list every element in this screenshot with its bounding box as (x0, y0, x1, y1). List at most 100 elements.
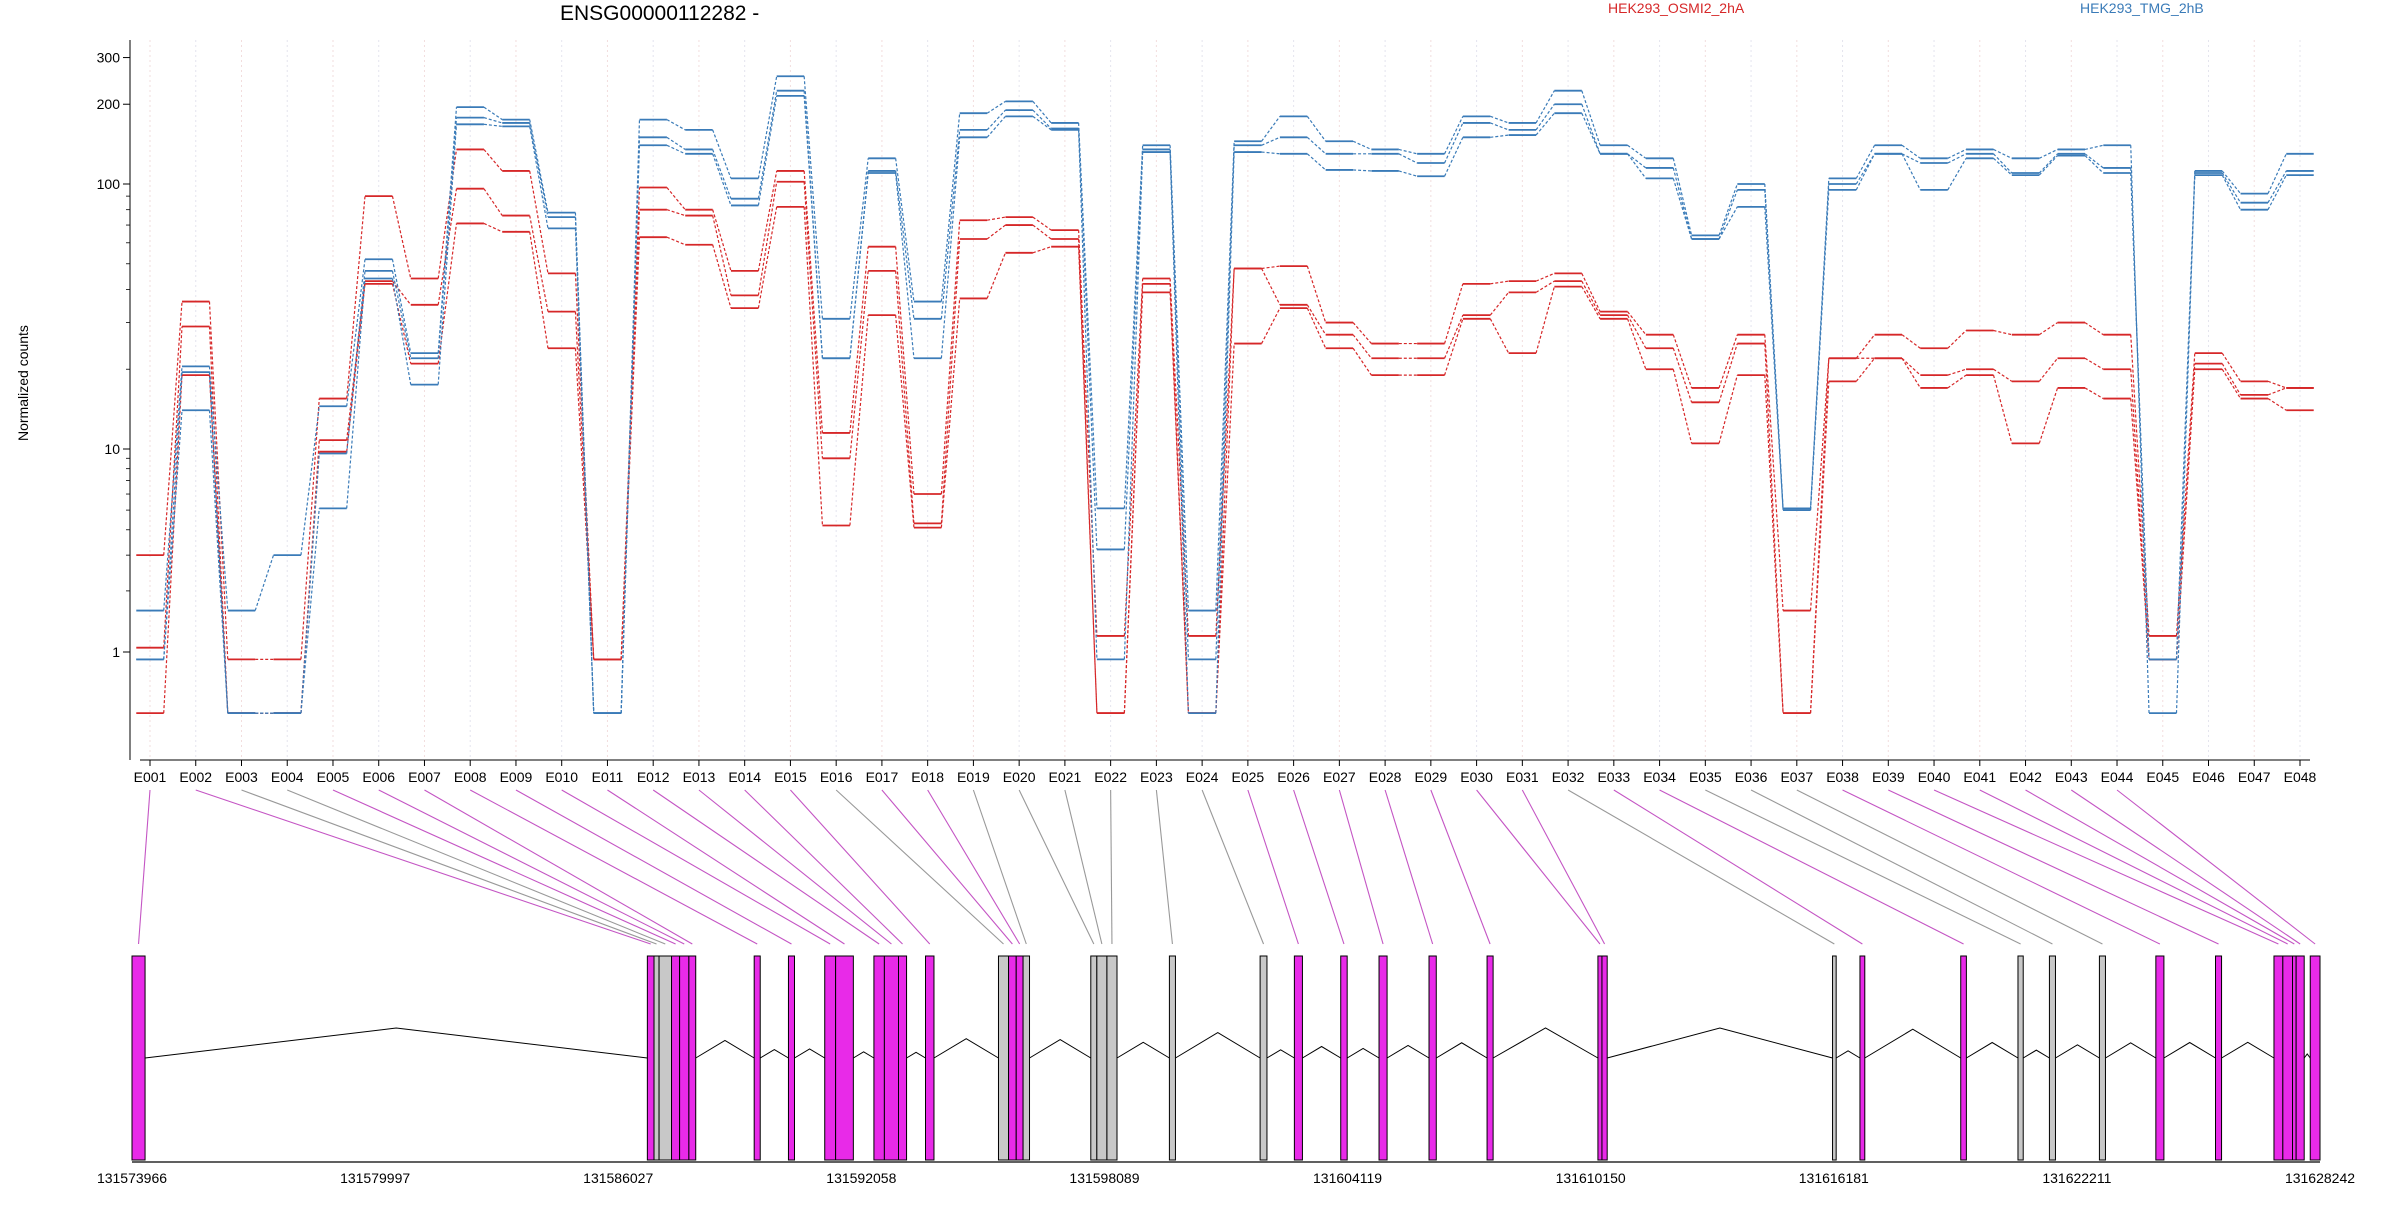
exon-box-E009 (787, 955, 795, 1161)
exon-label-E033: E033 (1597, 769, 1630, 785)
series-5-link-E042 (2038, 155, 2058, 176)
series-3-link-E012 (666, 119, 686, 131)
series-3-link-E023 (1169, 145, 1190, 611)
series-0-link-E039 (1901, 334, 1921, 349)
series-2-link-E021 (1078, 246, 1098, 714)
series-0-link-E001 (163, 301, 183, 556)
exon-box-E001 (131, 955, 146, 1161)
series-3-link-E040 (1947, 148, 1967, 159)
intron-15 (933, 1038, 999, 1059)
connector-E037 (1796, 789, 2103, 945)
series-3-link-E041 (1993, 148, 2013, 159)
exon-box-E038 (2155, 955, 2165, 1161)
series-3-link-E043 (2084, 144, 2104, 151)
series-3-link-E003 (254, 554, 275, 611)
series-3-link-E020 (1032, 100, 1052, 124)
series-4-HEK293_TMG_2hB (136, 89, 2314, 715)
exon-label-E041: E041 (1963, 769, 1996, 785)
series-5-link-E045 (2175, 175, 2196, 660)
series-3-link-E042 (2038, 148, 2058, 159)
series-1-link-E036 (1764, 343, 1784, 714)
series-4-link-E033 (1627, 153, 1647, 169)
series-1-link-E040 (1947, 368, 1967, 376)
series-4-link-E016 (849, 170, 869, 359)
series-2-link-E030 (1489, 318, 1510, 354)
y-tick-label-100: 100 (97, 176, 121, 192)
series-5-link-E025 (1261, 151, 1280, 155)
series-2-link-E036 (1764, 375, 1784, 714)
exon-box-E028 (1428, 955, 1437, 1161)
exon-box-E040 (2273, 955, 2284, 1161)
coordinate-label-131604119: 131604119 (1313, 1170, 1382, 1186)
series-0-link-E012 (666, 187, 686, 211)
series-3-link-E016 (849, 158, 869, 319)
exon-label-E031: E031 (1506, 769, 1539, 785)
series-2-link-E037 (1809, 381, 1830, 714)
exon-box-E004 (658, 955, 673, 1161)
exon-box-E029 (1486, 955, 1494, 1161)
exon-box-E025 (1293, 955, 1303, 1161)
coordinate-label-131598089: 131598089 (1069, 1170, 1139, 1186)
series-5-link-E018 (940, 137, 961, 359)
exon-label-E006: E006 (362, 769, 395, 785)
legend-entry-tmg: HEK293_TMG_2hB (2080, 0, 2204, 16)
connector-E034 (1659, 789, 1964, 945)
series-5-link-E036 (1764, 206, 1784, 511)
series-4-link-E043 (2084, 153, 2104, 169)
exon-label-E035: E035 (1689, 769, 1722, 785)
series-4-link-E017 (895, 170, 915, 319)
exon-box-E011 (835, 955, 854, 1161)
series-5-link-E047 (2267, 174, 2287, 210)
exon-label-E021: E021 (1049, 769, 1082, 785)
series-1-link-E025 (1261, 268, 1281, 306)
exon-label-E003: E003 (225, 769, 258, 785)
series-2-link-E047 (2267, 398, 2287, 411)
series-2-link-E015 (803, 206, 824, 526)
series-2-link-E041 (1992, 374, 2013, 444)
connector-E014 (744, 789, 903, 945)
series-3-link-E014 (757, 76, 778, 179)
series-2-link-E017 (895, 315, 915, 528)
series-0-link-E020 (1032, 216, 1052, 231)
series-5-link-E006 (391, 278, 412, 385)
exon-box-E031 (1601, 955, 1608, 1161)
series-3-link-E019 (986, 100, 1006, 114)
series-5-link-E016 (849, 172, 869, 359)
intron-31 (1607, 1027, 1833, 1059)
series-2-link-E026 (1306, 307, 1327, 349)
intron-24 (1266, 1049, 1295, 1059)
intron-27 (1386, 1044, 1430, 1059)
series-4-link-E026 (1306, 136, 1327, 155)
exon-label-E002: E002 (179, 769, 212, 785)
y-axis: 1 10 100 200 300 (97, 40, 131, 760)
series-0-link-E004 (300, 398, 320, 660)
series-5-link-E028 (1398, 170, 1418, 177)
intron-9 (794, 1048, 825, 1059)
connector-E043 (2070, 789, 2301, 945)
coordinate-label-131592058: 131592058 (826, 1170, 896, 1186)
series-2-link-E009 (529, 231, 549, 349)
exon-label-E005: E005 (317, 769, 350, 785)
series-3-link-E033 (1627, 144, 1647, 159)
exon-box-E013 (883, 955, 900, 1161)
intron-19 (1029, 1039, 1092, 1059)
exon-label-E028: E028 (1369, 769, 1402, 785)
exon-label-E001: E001 (134, 769, 167, 785)
exon-label-E048: E048 (2284, 769, 2317, 785)
series-4-link-E032 (1581, 104, 1601, 155)
series-1-link-E016 (849, 270, 869, 459)
chart-title: ENSG00000112282 - (560, 2, 760, 25)
connector-E036 (1750, 789, 2053, 945)
coordinate-label-131616181: 131616181 (1799, 1170, 1869, 1186)
series-5-link-E021 (1078, 129, 1098, 660)
connector-E017 (881, 789, 1013, 945)
exon-label-E044: E044 (2101, 769, 2134, 785)
exon-label-E047: E047 (2238, 769, 2271, 785)
exon-label-E042: E042 (2009, 769, 2042, 785)
exon-box-E032 (1832, 955, 1837, 1161)
series-0-link-E034 (1672, 334, 1693, 389)
intron-11 (853, 1051, 875, 1059)
exon-label-E004: E004 (271, 769, 304, 785)
connector-E023 (1155, 789, 1173, 945)
series-5-link-E040 (1947, 158, 1967, 191)
